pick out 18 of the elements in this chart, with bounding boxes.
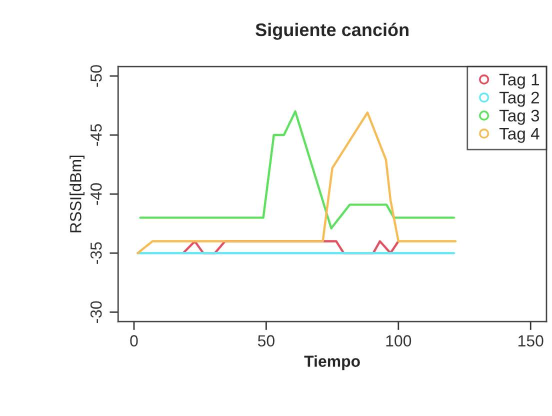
legend-label: Tag 4 bbox=[499, 128, 540, 143]
line-series bbox=[139, 110, 456, 230]
x-tick-label: 100 bbox=[386, 335, 412, 346]
y-axis-title: RSSI[dBm] bbox=[70, 156, 84, 232]
y-tick-label: -30 bbox=[90, 301, 102, 323]
y-tick-label: -35 bbox=[90, 242, 102, 264]
legend-label: Tag 1 bbox=[499, 74, 540, 89]
chart-title: Siguiente canción bbox=[256, 22, 408, 40]
legend-label: Tag 2 bbox=[499, 92, 539, 107]
x-axis-title: Tiempo bbox=[304, 355, 360, 370]
y-tick-label: -50 bbox=[90, 65, 102, 87]
line-series bbox=[136, 111, 457, 254]
x-tick-label: 0 bbox=[130, 335, 138, 346]
x-tick-label: 50 bbox=[258, 335, 274, 346]
y-tick-label: -40 bbox=[90, 183, 102, 205]
y-tick-label: -45 bbox=[90, 124, 102, 146]
x-tick-label: 150 bbox=[518, 335, 544, 346]
legend-label: Tag 3 bbox=[499, 110, 540, 125]
